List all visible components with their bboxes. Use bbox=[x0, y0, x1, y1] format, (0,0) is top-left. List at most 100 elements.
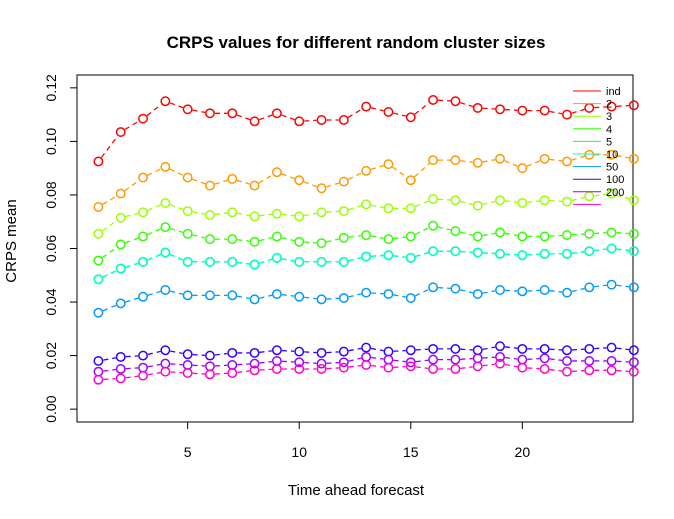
series-segment bbox=[237, 363, 250, 366]
legend-label: 2 bbox=[606, 99, 612, 111]
series-segment bbox=[281, 114, 295, 121]
data-point bbox=[160, 345, 171, 356]
data-point bbox=[606, 365, 617, 376]
series-segment bbox=[594, 284, 607, 288]
data-point bbox=[205, 108, 215, 119]
data-point bbox=[562, 156, 572, 167]
data-point bbox=[115, 263, 126, 274]
series-segment bbox=[281, 258, 295, 262]
data-point bbox=[517, 231, 528, 242]
data-point bbox=[584, 149, 595, 160]
series-segment bbox=[460, 357, 473, 360]
series-segment bbox=[460, 200, 474, 206]
series-segment bbox=[281, 349, 295, 352]
data-point bbox=[160, 366, 171, 377]
data-point bbox=[249, 180, 260, 191]
data-point bbox=[450, 343, 461, 354]
series-segment bbox=[326, 361, 339, 364]
series-segment bbox=[281, 236, 295, 242]
series-segment bbox=[549, 110, 563, 115]
data-point bbox=[450, 246, 461, 257]
data-point bbox=[606, 243, 617, 254]
data-point bbox=[606, 279, 617, 290]
data-point bbox=[316, 183, 327, 194]
data-point bbox=[562, 196, 572, 207]
x-tick-label: 15 bbox=[403, 444, 419, 460]
data-point bbox=[495, 153, 505, 164]
data-point bbox=[405, 345, 416, 356]
data-point bbox=[249, 211, 260, 222]
data-point bbox=[361, 287, 372, 298]
series-segment bbox=[169, 102, 184, 109]
series-segment bbox=[504, 232, 518, 237]
data-point bbox=[450, 226, 461, 237]
data-point bbox=[562, 287, 572, 298]
data-point bbox=[472, 200, 483, 211]
series-segment bbox=[169, 204, 184, 210]
data-point bbox=[584, 282, 595, 293]
series-segment bbox=[147, 204, 161, 212]
data-point bbox=[138, 291, 148, 302]
series-segment bbox=[102, 246, 118, 259]
data-point bbox=[584, 356, 595, 366]
series-segment bbox=[170, 290, 183, 295]
data-point bbox=[517, 343, 528, 354]
data-point bbox=[606, 342, 617, 353]
series-2 bbox=[93, 149, 639, 212]
data-point bbox=[628, 195, 639, 206]
y-tick-label: 0.02 bbox=[43, 342, 59, 369]
data-point bbox=[182, 228, 193, 239]
data-point bbox=[361, 165, 372, 176]
data-point bbox=[138, 256, 148, 267]
series-segment bbox=[504, 289, 518, 292]
data-point bbox=[562, 248, 572, 259]
data-point bbox=[450, 155, 461, 166]
series-segment bbox=[326, 297, 339, 300]
data-point bbox=[93, 307, 104, 318]
series-segment bbox=[504, 363, 518, 368]
data-point bbox=[338, 176, 349, 187]
data-point bbox=[584, 365, 595, 376]
series-segment bbox=[460, 231, 474, 236]
data-point bbox=[249, 294, 260, 305]
data-point bbox=[428, 155, 439, 166]
series-segment bbox=[125, 297, 139, 303]
data-point bbox=[539, 248, 550, 259]
series-segment bbox=[304, 241, 317, 244]
series-segment bbox=[192, 234, 206, 239]
data-point bbox=[428, 343, 439, 354]
data-point bbox=[405, 231, 416, 242]
series-segment bbox=[370, 235, 384, 239]
series-segment bbox=[527, 357, 540, 360]
data-point bbox=[361, 342, 372, 353]
data-point bbox=[138, 231, 148, 242]
series-segment bbox=[616, 284, 630, 288]
data-point bbox=[517, 362, 528, 373]
series-segment bbox=[415, 288, 429, 297]
series-segment bbox=[393, 294, 406, 298]
x-tick-label: 10 bbox=[291, 444, 307, 460]
data-point bbox=[227, 368, 238, 378]
data-point bbox=[227, 173, 238, 184]
series-segment bbox=[460, 289, 474, 294]
series-segment bbox=[281, 293, 295, 297]
data-point bbox=[628, 100, 639, 111]
series-segment bbox=[102, 304, 117, 312]
series-segment bbox=[370, 204, 384, 209]
y-tick-label: 0.12 bbox=[43, 74, 59, 101]
data-point bbox=[205, 290, 215, 301]
x-axis: 5 10 15 20 bbox=[184, 422, 530, 460]
y-tick-label: 0.04 bbox=[43, 288, 59, 315]
series-segment bbox=[326, 367, 339, 370]
legend-label: 4 bbox=[606, 124, 612, 136]
series-segment bbox=[347, 108, 363, 118]
series-segment bbox=[192, 353, 206, 356]
series-segment bbox=[304, 212, 317, 217]
data-point bbox=[584, 228, 595, 239]
data-point bbox=[428, 94, 439, 105]
series-segment bbox=[348, 293, 362, 298]
series-segment bbox=[549, 158, 563, 162]
series-segment bbox=[259, 360, 273, 364]
data-point bbox=[115, 373, 126, 384]
